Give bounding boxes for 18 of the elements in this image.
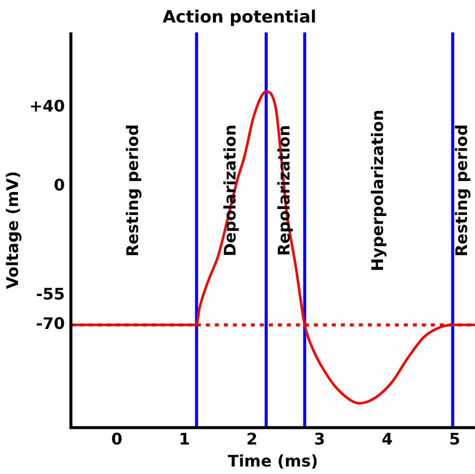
x-tick-label: 3	[314, 429, 326, 448]
chart-title: Action potential	[162, 8, 316, 28]
annotation: Hyperpolarization	[368, 110, 387, 272]
y-tick-label: 0	[54, 176, 65, 195]
annotation: Resting period	[122, 124, 142, 257]
annotation: Repolarization	[274, 125, 294, 256]
x-tick-label: 0	[111, 429, 122, 448]
x-tick-label: 4	[382, 429, 393, 448]
y-axis-title: Voltage (mV)	[2, 171, 22, 289]
x-tick-label: 1	[178, 429, 190, 448]
annotation: Resting period	[452, 124, 472, 257]
y-tick-label: -55	[36, 284, 65, 304]
x-axis-title: Time (ms)	[228, 452, 318, 471]
annotation: Depolarization	[220, 124, 240, 256]
y-tick-label: +40	[29, 96, 65, 116]
x-tick-label: 2	[246, 429, 258, 448]
y-tick-label: -70	[36, 314, 65, 334]
x-tick-label: 5	[449, 429, 460, 448]
